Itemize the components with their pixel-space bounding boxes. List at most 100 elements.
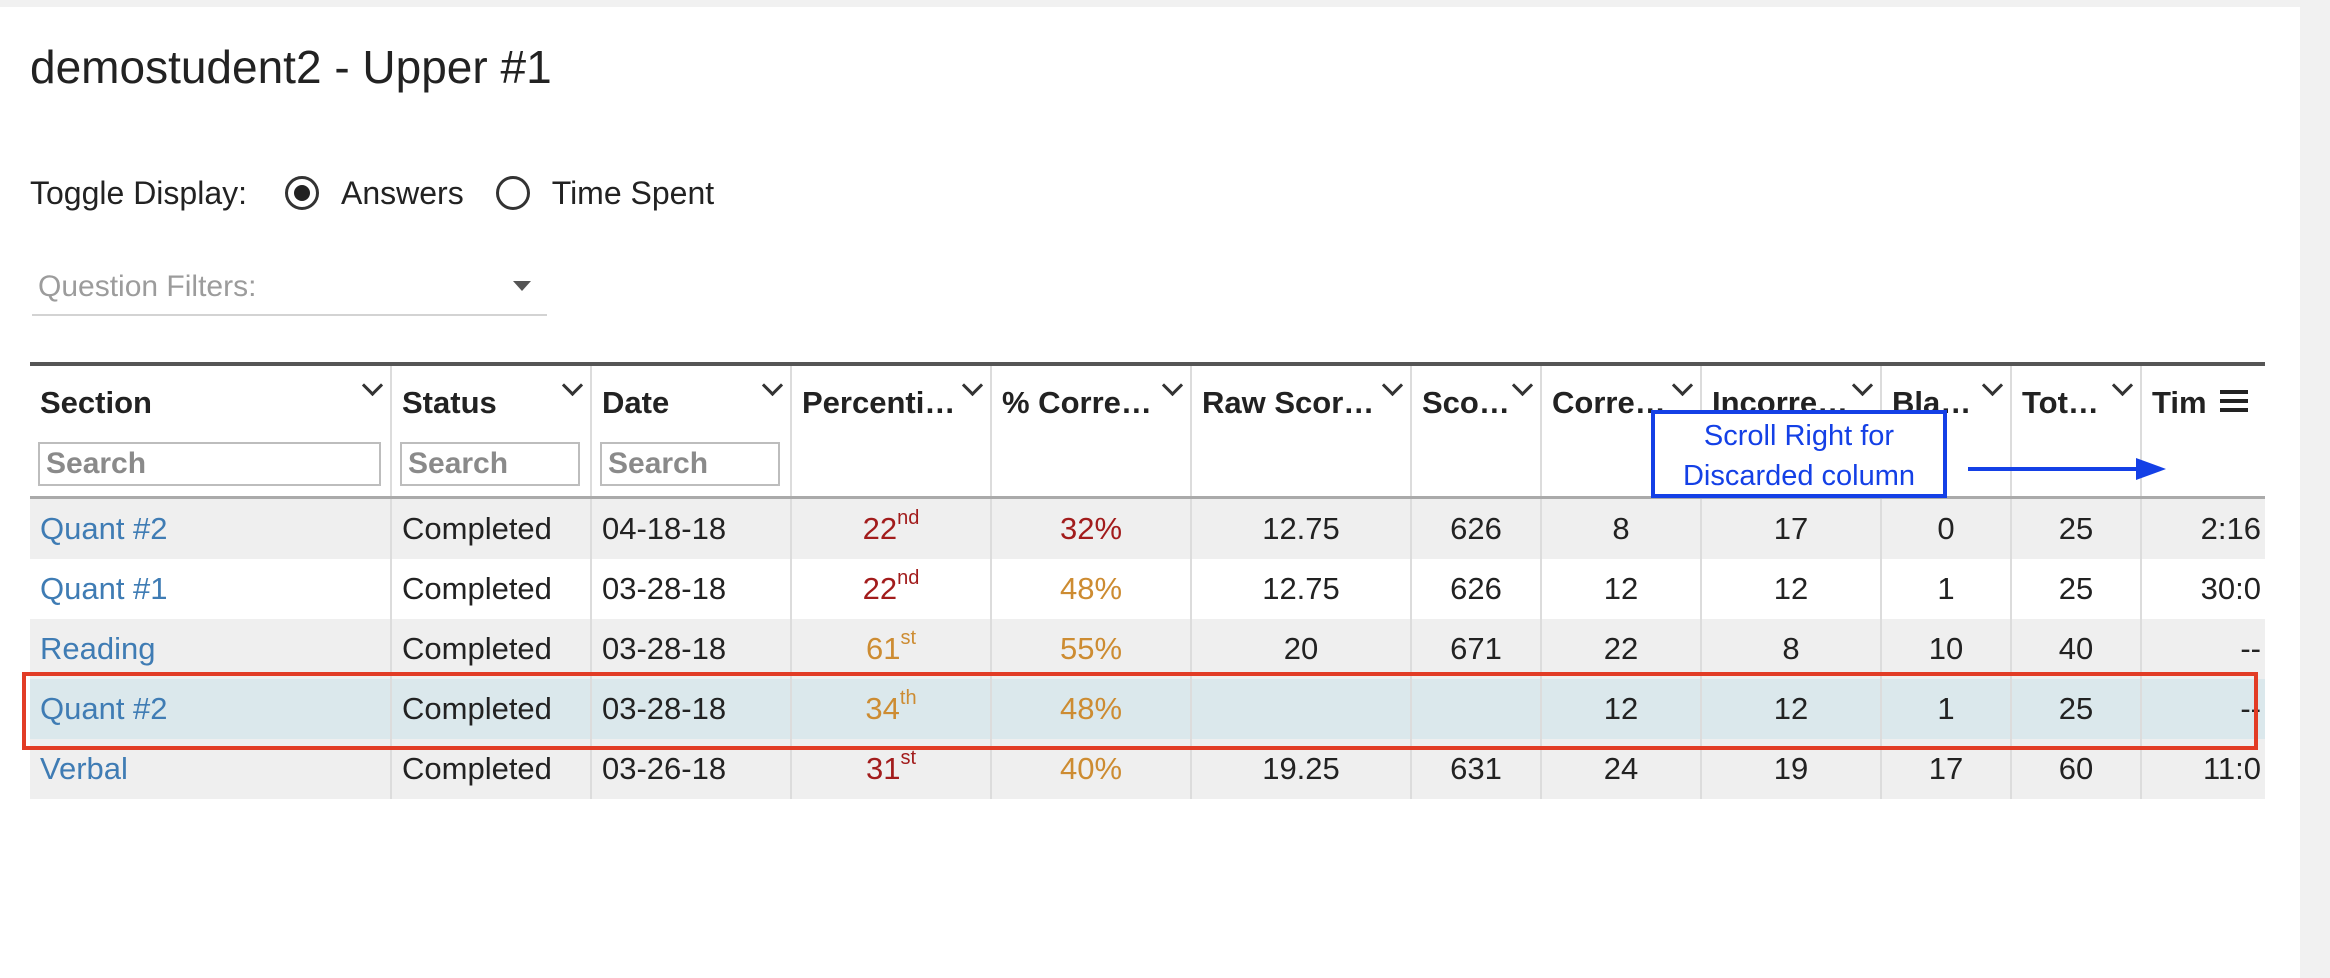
- column-header-raw-score[interactable]: Raw Score…: [1192, 366, 1412, 496]
- percentile-value: 34th: [865, 688, 916, 726]
- column-header-status[interactable]: Status: [392, 366, 592, 496]
- status-search-input[interactable]: [400, 442, 580, 486]
- chevron-down-icon[interactable]: [361, 374, 384, 397]
- table-row[interactable]: Reading Completed 03-28-18 61st 55% 20 671 22 8 1…: [30, 619, 2265, 679]
- column-header-section[interactable]: Section: [30, 366, 392, 496]
- column-title-total[interactable]: Total…: [2022, 385, 2110, 420]
- column-header-percentile[interactable]: Percentil…: [792, 366, 992, 496]
- cell-correct: 24: [1542, 739, 1702, 799]
- section-link[interactable]: Reading: [40, 631, 156, 666]
- cell-percent-correct: 55%: [992, 619, 1192, 679]
- caret-down-icon[interactable]: [513, 281, 531, 291]
- callout-line-1: Scroll Right for: [1703, 420, 1895, 452]
- cell-section: Verbal: [30, 739, 392, 799]
- cell-status: Completed: [392, 499, 592, 559]
- column-title-percentile[interactable]: Percentil…: [802, 385, 960, 420]
- column-header-blank[interactable]: Blan…: [1882, 366, 2012, 496]
- cell-percentile: 22nd: [792, 499, 992, 559]
- cell-blank: 1: [1882, 679, 2012, 739]
- cell-time: --: [2240, 631, 2261, 666]
- cell-total: 25: [2012, 679, 2142, 739]
- section-search-input[interactable]: [38, 442, 381, 486]
- chevron-down-icon[interactable]: [1381, 374, 1404, 397]
- cell-percent-correct: 40%: [992, 739, 1192, 799]
- percentile-suffix: th: [899, 686, 917, 709]
- question-filters-dropdown[interactable]: Question Filters:: [32, 262, 547, 316]
- cell-incorrect: 12: [1702, 559, 1882, 619]
- percent-correct-value: 40%: [1059, 751, 1123, 786]
- date-search-input[interactable]: [600, 442, 780, 486]
- percentile-suffix: nd: [897, 566, 920, 589]
- chevron-down-icon[interactable]: [1981, 374, 2004, 397]
- cell-raw-score: 12.75: [1192, 499, 1412, 559]
- cell-time: 30:0: [2200, 571, 2261, 606]
- chevron-down-icon[interactable]: [561, 374, 584, 397]
- percent-correct-value: 32%: [1059, 511, 1123, 546]
- column-title-section[interactable]: Section: [40, 385, 152, 420]
- column-title-score[interactable]: Scor…: [1422, 385, 1510, 420]
- chevron-down-icon[interactable]: [1161, 374, 1184, 397]
- column-header-total[interactable]: Total…: [2012, 366, 2142, 496]
- table-row[interactable]: Quant #2 Completed 04-18-18 22nd 32% 12.75 626…: [30, 499, 2265, 559]
- chevron-down-icon[interactable]: [761, 374, 784, 397]
- page-edge-right: [2300, 0, 2330, 978]
- cell-date: 03-28-18: [592, 679, 792, 739]
- cell-incorrect: 17: [1702, 499, 1882, 559]
- chevron-down-icon[interactable]: [1851, 374, 1874, 397]
- section-link[interactable]: Quant #2: [40, 691, 168, 726]
- percentile-number: 31: [865, 751, 901, 786]
- table-row[interactable]: Quant #1 Completed 03-28-18 22nd 48% 12.75 626…: [30, 559, 2265, 619]
- column-title-time[interactable]: Tim: [2152, 385, 2207, 420]
- chevron-down-icon[interactable]: [1671, 374, 1694, 397]
- percentile-value: 31st: [865, 748, 916, 786]
- column-title-percent-correct[interactable]: % Correc…: [1002, 385, 1160, 420]
- cell-percentile: 61st: [792, 619, 992, 679]
- percent-correct-value: 55%: [1059, 631, 1123, 666]
- cell-incorrect: 8: [1702, 619, 1882, 679]
- chevron-down-icon[interactable]: [961, 374, 984, 397]
- cell-percentile: 34th: [792, 679, 992, 739]
- chevron-down-icon[interactable]: [2111, 374, 2134, 397]
- time-spent-radio-icon[interactable]: [495, 176, 530, 210]
- cell-time: 2:16: [2200, 511, 2261, 546]
- toggle-display-row: Toggle Display: Answers Time Spent: [30, 168, 746, 218]
- percentile-suffix: nd: [897, 506, 920, 529]
- cell-correct: 12: [1542, 679, 1702, 739]
- cell-percentile: 31st: [792, 739, 992, 799]
- table-header-row: Section Status Date Percentil… % Correc……: [30, 366, 2265, 499]
- cell-date: 03-26-18: [592, 739, 792, 799]
- cell-blank: 1: [1882, 559, 2012, 619]
- answers-radio-icon[interactable]: [285, 176, 319, 210]
- percentile-suffix: st: [900, 746, 917, 769]
- cell-section: Quant #2: [30, 679, 392, 739]
- cell-percent-correct: 32%: [992, 499, 1192, 559]
- cell-correct: 12: [1542, 559, 1702, 619]
- time-spent-radio-label[interactable]: Time Spent: [551, 174, 715, 211]
- chevron-down-icon[interactable]: [1511, 374, 1534, 397]
- cell-correct: 8: [1542, 499, 1702, 559]
- answers-radio-option[interactable]: Answers: [285, 175, 464, 212]
- hamburger-menu-icon[interactable]: [2220, 390, 2248, 412]
- section-link[interactable]: Quant #1: [40, 571, 168, 606]
- time-spent-radio-option[interactable]: Time Spent: [495, 174, 715, 212]
- column-title-date[interactable]: Date: [602, 385, 670, 420]
- cell-total: 40: [2012, 619, 2142, 679]
- cell-time: --: [2240, 691, 2261, 726]
- question-filters-placeholder: Question Filters:: [38, 270, 257, 303]
- cell-section: Quant #2: [30, 499, 392, 559]
- column-title-status[interactable]: Status: [402, 385, 497, 420]
- table-row[interactable]: Verbal Completed 03-26-18 31st 40% 19.25 631 24…: [30, 739, 2265, 799]
- answers-radio-label[interactable]: Answers: [341, 174, 464, 211]
- section-link[interactable]: Quant #2: [40, 511, 168, 546]
- column-header-date[interactable]: Date: [592, 366, 792, 496]
- section-link[interactable]: Verbal: [40, 751, 128, 786]
- cell-percent-correct: 48%: [992, 679, 1192, 739]
- table-row[interactable]: Quant #2 Completed 03-28-18 34th 48% 12 12 1 25-…: [30, 679, 2265, 739]
- cell-section: Quant #1: [30, 559, 392, 619]
- column-title-raw-score[interactable]: Raw Score…: [1202, 385, 1380, 420]
- column-header-percent-correct[interactable]: % Correc…: [992, 366, 1192, 496]
- cell-percentile: 22nd: [792, 559, 992, 619]
- percentile-number: 22: [862, 511, 898, 546]
- column-header-score[interactable]: Scor…: [1412, 366, 1542, 496]
- cell-status: Completed: [392, 739, 592, 799]
